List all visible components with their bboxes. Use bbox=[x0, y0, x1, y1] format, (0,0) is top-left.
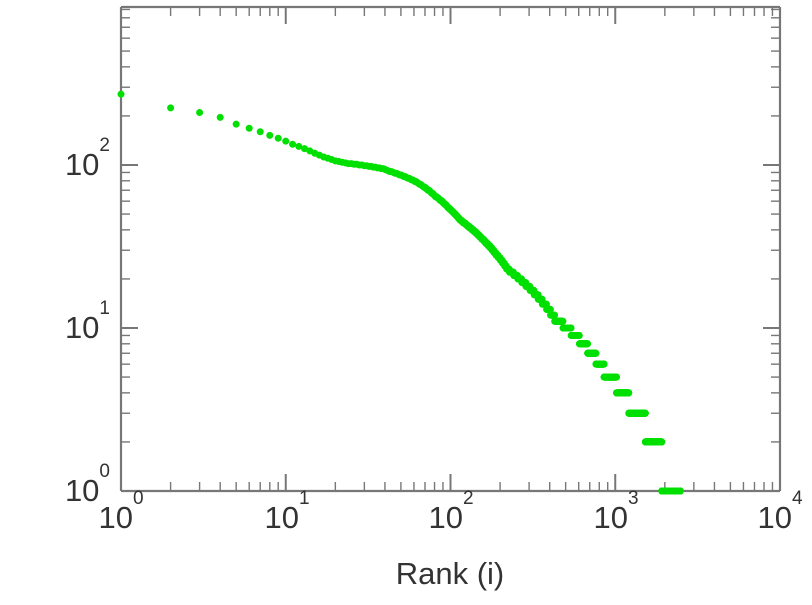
data-point bbox=[282, 137, 290, 145]
data-point bbox=[347, 160, 355, 168]
data-point bbox=[341, 159, 349, 167]
data-point bbox=[592, 349, 600, 357]
data-point bbox=[575, 331, 583, 339]
data-point bbox=[216, 113, 224, 121]
data-point bbox=[641, 409, 649, 417]
data-point bbox=[256, 128, 264, 136]
x-tick-label-10000: 104 bbox=[757, 487, 803, 535]
data-point bbox=[676, 487, 684, 495]
data-point bbox=[567, 324, 575, 332]
data-point bbox=[274, 134, 282, 142]
data-point bbox=[335, 158, 343, 166]
data-point bbox=[245, 124, 253, 132]
x-tick-label-1: 100 bbox=[98, 487, 144, 535]
y-tick-label-1: 100 bbox=[64, 460, 110, 508]
data-point bbox=[266, 131, 274, 139]
data-point bbox=[167, 104, 175, 112]
data-series-group bbox=[117, 90, 684, 495]
data-point bbox=[658, 438, 666, 446]
y-tick-label-10: 101 bbox=[64, 297, 110, 345]
x-axis-title: Rank (i) bbox=[395, 556, 505, 591]
data-point bbox=[559, 317, 567, 325]
data-point bbox=[289, 140, 297, 148]
data-point bbox=[625, 389, 633, 397]
data-point bbox=[600, 360, 608, 368]
data-point bbox=[353, 160, 361, 168]
data-point bbox=[301, 145, 309, 153]
x-tick-label-1000: 103 bbox=[593, 487, 639, 535]
y-tick-label-100: 102 bbox=[64, 134, 110, 182]
data-point bbox=[551, 311, 559, 319]
data-point bbox=[295, 142, 303, 150]
data-point bbox=[546, 305, 554, 313]
x-tick-label-100: 102 bbox=[428, 487, 474, 535]
x-tick-label-10: 101 bbox=[264, 487, 310, 535]
data-point bbox=[232, 120, 240, 128]
data-point bbox=[117, 90, 125, 98]
data-point bbox=[612, 373, 620, 381]
data-point bbox=[584, 340, 592, 348]
data-point bbox=[196, 108, 204, 116]
